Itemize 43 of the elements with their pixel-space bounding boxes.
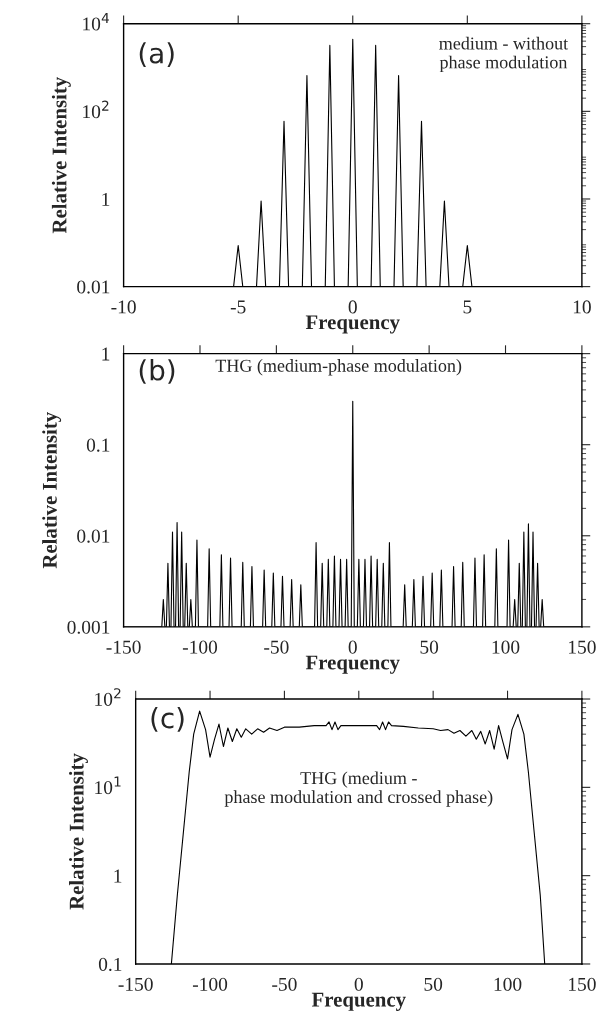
x-tick-label: 150	[569, 977, 596, 991]
x-tick-label: 50	[420, 640, 439, 654]
x-tick-label: -100	[182, 640, 218, 654]
y-axis-title: Relative Intensity	[51, 76, 71, 234]
y-tick-label: 10$^{2}$	[83, 100, 109, 119]
annotation: (a)	[139, 42, 174, 67]
y-tick-label: 10$^{1}$	[95, 776, 121, 795]
y-tick-label: 1	[102, 347, 110, 361]
annotation: (c)	[151, 707, 184, 732]
annotation: (b)	[139, 359, 175, 384]
y-axis-title: Relative Intensity	[69, 753, 88, 910]
y-tick-label: 1	[114, 869, 122, 883]
x-axis-title: Frequency	[311, 992, 406, 1011]
x-tick-label: 0	[348, 300, 357, 314]
x-tick-label: 100	[494, 977, 522, 991]
y-tick-label: 0.001	[67, 620, 110, 634]
x-tick-label: 0	[354, 977, 363, 991]
x-tick-label: 5	[463, 300, 472, 314]
x-axis-title: Frequency	[305, 315, 400, 334]
annotation: THG (medium-phase modulation)	[215, 359, 462, 376]
x-tick-label: -150	[106, 640, 141, 654]
x-tick-label: -5	[230, 300, 246, 314]
y-axis-title: Relative Intensity	[42, 412, 62, 569]
y-tick-label: 0.01	[77, 529, 110, 543]
x-axis-title: Frequency	[305, 655, 400, 674]
x-tick-label: 150	[569, 640, 596, 654]
x-tick-label: -150	[118, 977, 153, 991]
x-tick-label: 50	[424, 977, 443, 991]
y-tick-label: 0.1	[98, 957, 122, 972]
y-tick-label: 1	[102, 192, 110, 206]
y-tick-label: 0.1	[86, 438, 110, 452]
x-tick-label: -50	[272, 977, 297, 991]
y-tick-label: 0.01	[77, 280, 110, 294]
annotation: medium - without phase modulation	[439, 36, 569, 73]
x-tick-label: -100	[192, 977, 228, 991]
x-tick-label: 10	[573, 300, 591, 314]
annotation: THG (medium - phase modulation and crossed phase)	[224, 771, 493, 807]
x-tick-label: 0	[348, 640, 357, 654]
x-tick-label: -10	[111, 300, 136, 314]
y-tick-label: 10$^{4}$	[83, 12, 109, 31]
x-tick-label: -50	[264, 640, 289, 654]
x-tick-label: 100	[492, 640, 520, 654]
y-tick-label: 10$^{2}$	[95, 688, 121, 706]
